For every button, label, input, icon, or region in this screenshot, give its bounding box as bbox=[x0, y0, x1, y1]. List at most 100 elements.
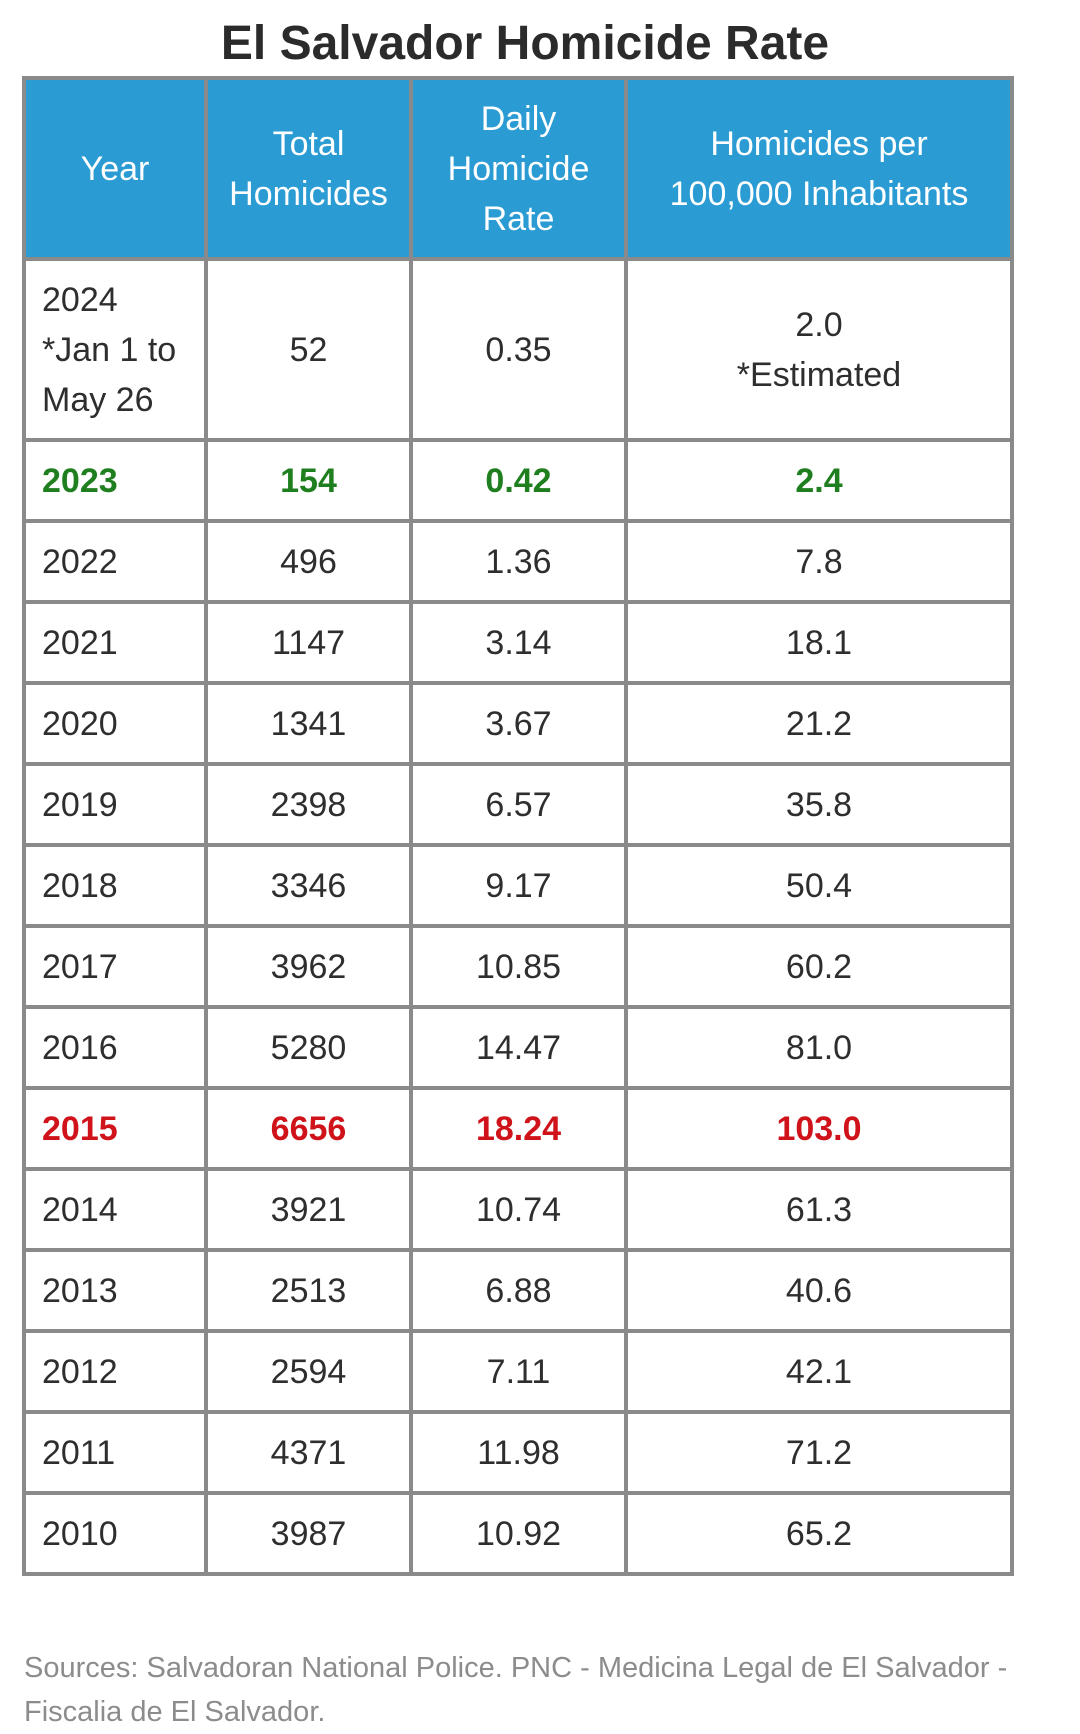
total-homicides-cell: 4371 bbox=[204, 1410, 413, 1495]
per-100k-cell: 21.2 bbox=[624, 681, 1014, 766]
header-daily-line3: Rate bbox=[482, 199, 555, 238]
table-row-highlight-green: 2023 154 0.42 2.4 bbox=[22, 438, 1014, 523]
daily-rate-cell: 11.98 bbox=[409, 1410, 628, 1495]
header-total-line1: Total bbox=[272, 124, 345, 163]
total-homicides-cell: 496 bbox=[204, 519, 413, 604]
total-homicides-cell: 3962 bbox=[204, 924, 413, 1009]
daily-rate-cell: 14.47 bbox=[409, 1005, 628, 1090]
header-total-homicides: Total Homicides bbox=[204, 76, 413, 261]
daily-rate-cell: 18.24 bbox=[409, 1086, 628, 1171]
table-header-row: Year Total Homicides Daily Homicide Rate… bbox=[22, 76, 1014, 261]
year-cell: 2018 bbox=[22, 843, 208, 928]
year-cell: 2024 *Jan 1 to May 26 bbox=[22, 257, 208, 442]
year-cell: 2022 bbox=[22, 519, 208, 604]
table-row: 2011 4371 11.98 71.2 bbox=[22, 1410, 1014, 1495]
total-homicides-cell: 2398 bbox=[204, 762, 413, 847]
table-row: 2014 3921 10.74 61.3 bbox=[22, 1167, 1014, 1252]
header-per100k-line1: Homicides per bbox=[710, 124, 928, 163]
year-cell: 2010 bbox=[22, 1491, 208, 1576]
table-row: 2022 496 1.36 7.8 bbox=[22, 519, 1014, 604]
daily-rate-cell: 10.74 bbox=[409, 1167, 628, 1252]
total-homicides-cell: 154 bbox=[204, 438, 413, 523]
year-cell: 2015 bbox=[22, 1086, 208, 1171]
year-cell: 2021 bbox=[22, 600, 208, 685]
per-100k-cell: 60.2 bbox=[624, 924, 1014, 1009]
sources-line1: Sources: Salvadoran National Police. PNC… bbox=[24, 1652, 1008, 1684]
table-body: 2024 *Jan 1 to May 26 52 0.35 2.0 *Estim… bbox=[22, 257, 1014, 1576]
year-cell: 2019 bbox=[22, 762, 208, 847]
header-daily-line2: Homicide bbox=[447, 149, 590, 188]
per-100k-cell: 61.3 bbox=[624, 1167, 1014, 1252]
per-100k-cell: 2.0 *Estimated bbox=[624, 257, 1014, 442]
header-daily-rate: Daily Homicide Rate bbox=[409, 76, 628, 261]
table-row: 2021 1147 3.14 18.1 bbox=[22, 600, 1014, 685]
table-row: 2013 2513 6.88 40.6 bbox=[22, 1248, 1014, 1333]
per-100k-cell: 7.8 bbox=[624, 519, 1014, 604]
daily-rate-cell: 0.35 bbox=[409, 257, 628, 442]
total-homicides-cell: 3346 bbox=[204, 843, 413, 928]
per-100k-cell: 18.1 bbox=[624, 600, 1014, 685]
year-value: 2024 bbox=[42, 280, 118, 319]
table-row: 2024 *Jan 1 to May 26 52 0.35 2.0 *Estim… bbox=[22, 257, 1014, 442]
per-100k-cell: 65.2 bbox=[624, 1491, 1014, 1576]
total-homicides-cell: 5280 bbox=[204, 1005, 413, 1090]
year-cell: 2013 bbox=[22, 1248, 208, 1333]
table-container: Year Total Homicides Daily Homicide Rate… bbox=[22, 76, 1014, 1576]
total-homicides-cell: 1341 bbox=[204, 681, 413, 766]
table-row: 2012 2594 7.11 42.1 bbox=[22, 1329, 1014, 1414]
year-note-line2: May 26 bbox=[42, 380, 154, 419]
daily-rate-cell: 3.14 bbox=[409, 600, 628, 685]
per-100k-value: 2.0 bbox=[795, 305, 843, 344]
total-homicides-cell: 52 bbox=[204, 257, 413, 442]
homicide-table: Year Total Homicides Daily Homicide Rate… bbox=[22, 76, 1014, 1576]
year-cell: 2023 bbox=[22, 438, 208, 523]
daily-rate-cell: 1.36 bbox=[409, 519, 628, 604]
daily-rate-cell: 0.42 bbox=[409, 438, 628, 523]
header-per-100k: Homicides per 100,000 Inhabitants bbox=[624, 76, 1014, 261]
year-cell: 2012 bbox=[22, 1329, 208, 1414]
per-100k-cell: 103.0 bbox=[624, 1086, 1014, 1171]
per-100k-cell: 50.4 bbox=[624, 843, 1014, 928]
sources-line2: Fiscalia de El Salvador. bbox=[24, 1696, 326, 1728]
table-row: 2016 5280 14.47 81.0 bbox=[22, 1005, 1014, 1090]
header-year-label: Year bbox=[80, 149, 150, 188]
daily-rate-cell: 10.85 bbox=[409, 924, 628, 1009]
daily-rate-cell: 10.92 bbox=[409, 1491, 628, 1576]
total-homicides-cell: 2594 bbox=[204, 1329, 413, 1414]
total-homicides-cell: 1147 bbox=[204, 600, 413, 685]
per-100k-cell: 35.8 bbox=[624, 762, 1014, 847]
daily-rate-cell: 6.88 bbox=[409, 1248, 628, 1333]
table-row-highlight-red: 2015 6656 18.24 103.0 bbox=[22, 1086, 1014, 1171]
header-daily-line1: Daily bbox=[480, 99, 557, 138]
header-per100k-line2: 100,000 Inhabitants bbox=[669, 174, 969, 213]
daily-rate-cell: 3.67 bbox=[409, 681, 628, 766]
total-homicides-cell: 6656 bbox=[204, 1086, 413, 1171]
per-100k-cell: 71.2 bbox=[624, 1410, 1014, 1495]
per-100k-cell: 2.4 bbox=[624, 438, 1014, 523]
year-cell: 2017 bbox=[22, 924, 208, 1009]
sources-note: Sources: Salvadoran National Police. PNC… bbox=[24, 1646, 1024, 1734]
total-homicides-cell: 2513 bbox=[204, 1248, 413, 1333]
year-note-line1: *Jan 1 to bbox=[42, 330, 177, 369]
year-cell: 2020 bbox=[22, 681, 208, 766]
table-row: 2010 3987 10.92 65.2 bbox=[22, 1491, 1014, 1576]
daily-rate-cell: 9.17 bbox=[409, 843, 628, 928]
total-homicides-cell: 3921 bbox=[204, 1167, 413, 1252]
page-title: El Salvador Homicide Rate bbox=[220, 17, 830, 70]
table-row: 2019 2398 6.57 35.8 bbox=[22, 762, 1014, 847]
table-row: 2018 3346 9.17 50.4 bbox=[22, 843, 1014, 928]
daily-rate-cell: 6.57 bbox=[409, 762, 628, 847]
per-100k-note: *Estimated bbox=[736, 355, 902, 394]
daily-rate-cell: 7.11 bbox=[409, 1329, 628, 1414]
year-cell: 2014 bbox=[22, 1167, 208, 1252]
per-100k-cell: 81.0 bbox=[624, 1005, 1014, 1090]
year-cell: 2011 bbox=[22, 1410, 208, 1495]
year-cell: 2016 bbox=[22, 1005, 208, 1090]
per-100k-cell: 42.1 bbox=[624, 1329, 1014, 1414]
per-100k-cell: 40.6 bbox=[624, 1248, 1014, 1333]
header-year: Year bbox=[22, 76, 208, 261]
header-total-line2: Homicides bbox=[229, 174, 388, 213]
table-row: 2017 3962 10.85 60.2 bbox=[22, 924, 1014, 1009]
table-row: 2020 1341 3.67 21.2 bbox=[22, 681, 1014, 766]
total-homicides-cell: 3987 bbox=[204, 1491, 413, 1576]
